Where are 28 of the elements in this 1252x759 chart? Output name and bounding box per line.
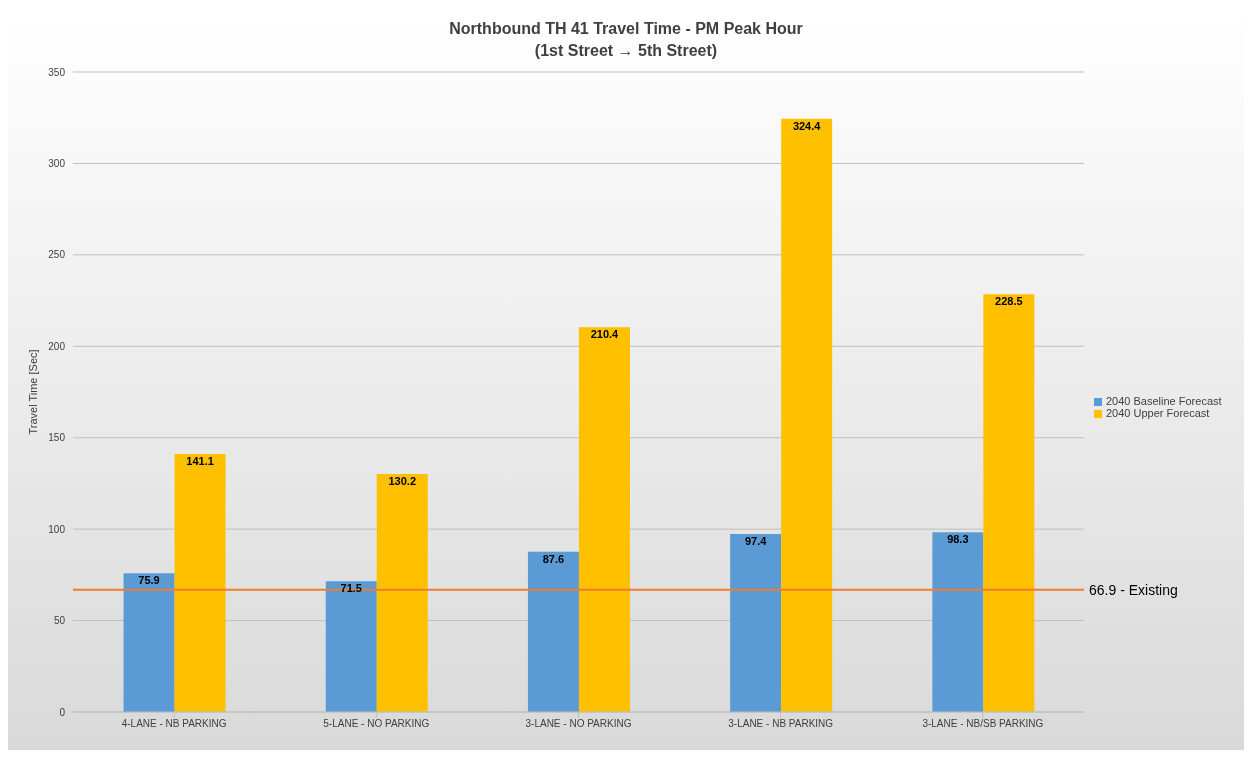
x-tick-label: 5-LANE - NO PARKING	[323, 718, 430, 730]
y-tick-label: 300	[48, 157, 66, 169]
data-label: 98.3	[947, 533, 969, 546]
ref-line-label: 66.9 - Existing	[1089, 581, 1178, 598]
chart-title: Northbound TH 41 Travel Time - PM Peak Hour	[448, 19, 804, 39]
legend-label: 2040 Upper Forecast	[1106, 407, 1210, 419]
chart-subtitle: (1st Street → 5th Street)	[533, 41, 719, 61]
y-tick-label: 150	[48, 432, 66, 444]
x-tick-label: 3-LANE - NB PARKING	[728, 718, 834, 730]
x-tick-label: 3-LANE - NB/SB PARKING	[922, 718, 1044, 730]
x-tick-label: 4-LANE - NB PARKING	[121, 718, 227, 730]
y-tick-label: 250	[48, 249, 66, 261]
y-tick-label: 0	[59, 706, 66, 718]
data-label: 87.6	[542, 552, 565, 565]
data-label: 130.2	[388, 474, 417, 487]
x-tick-label: 3-LANE - NO PARKING	[525, 718, 632, 730]
legend-label: 2040 Baseline Forecast	[1106, 395, 1222, 407]
data-label: 141.1	[186, 454, 214, 467]
data-label: 324.4	[792, 119, 822, 132]
y-axis-title: Travel Time [Sec]	[26, 349, 39, 435]
data-label: 210.4	[590, 328, 620, 341]
y-tick-label: 350	[48, 66, 66, 78]
data-label: 97.4	[744, 534, 768, 547]
y-tick-label: 50	[53, 615, 66, 627]
y-tick-label: 200	[48, 340, 66, 352]
y-tick-label: 100	[48, 523, 66, 535]
data-label: 75.9	[138, 574, 160, 587]
data-label: 228.5	[995, 294, 1023, 307]
